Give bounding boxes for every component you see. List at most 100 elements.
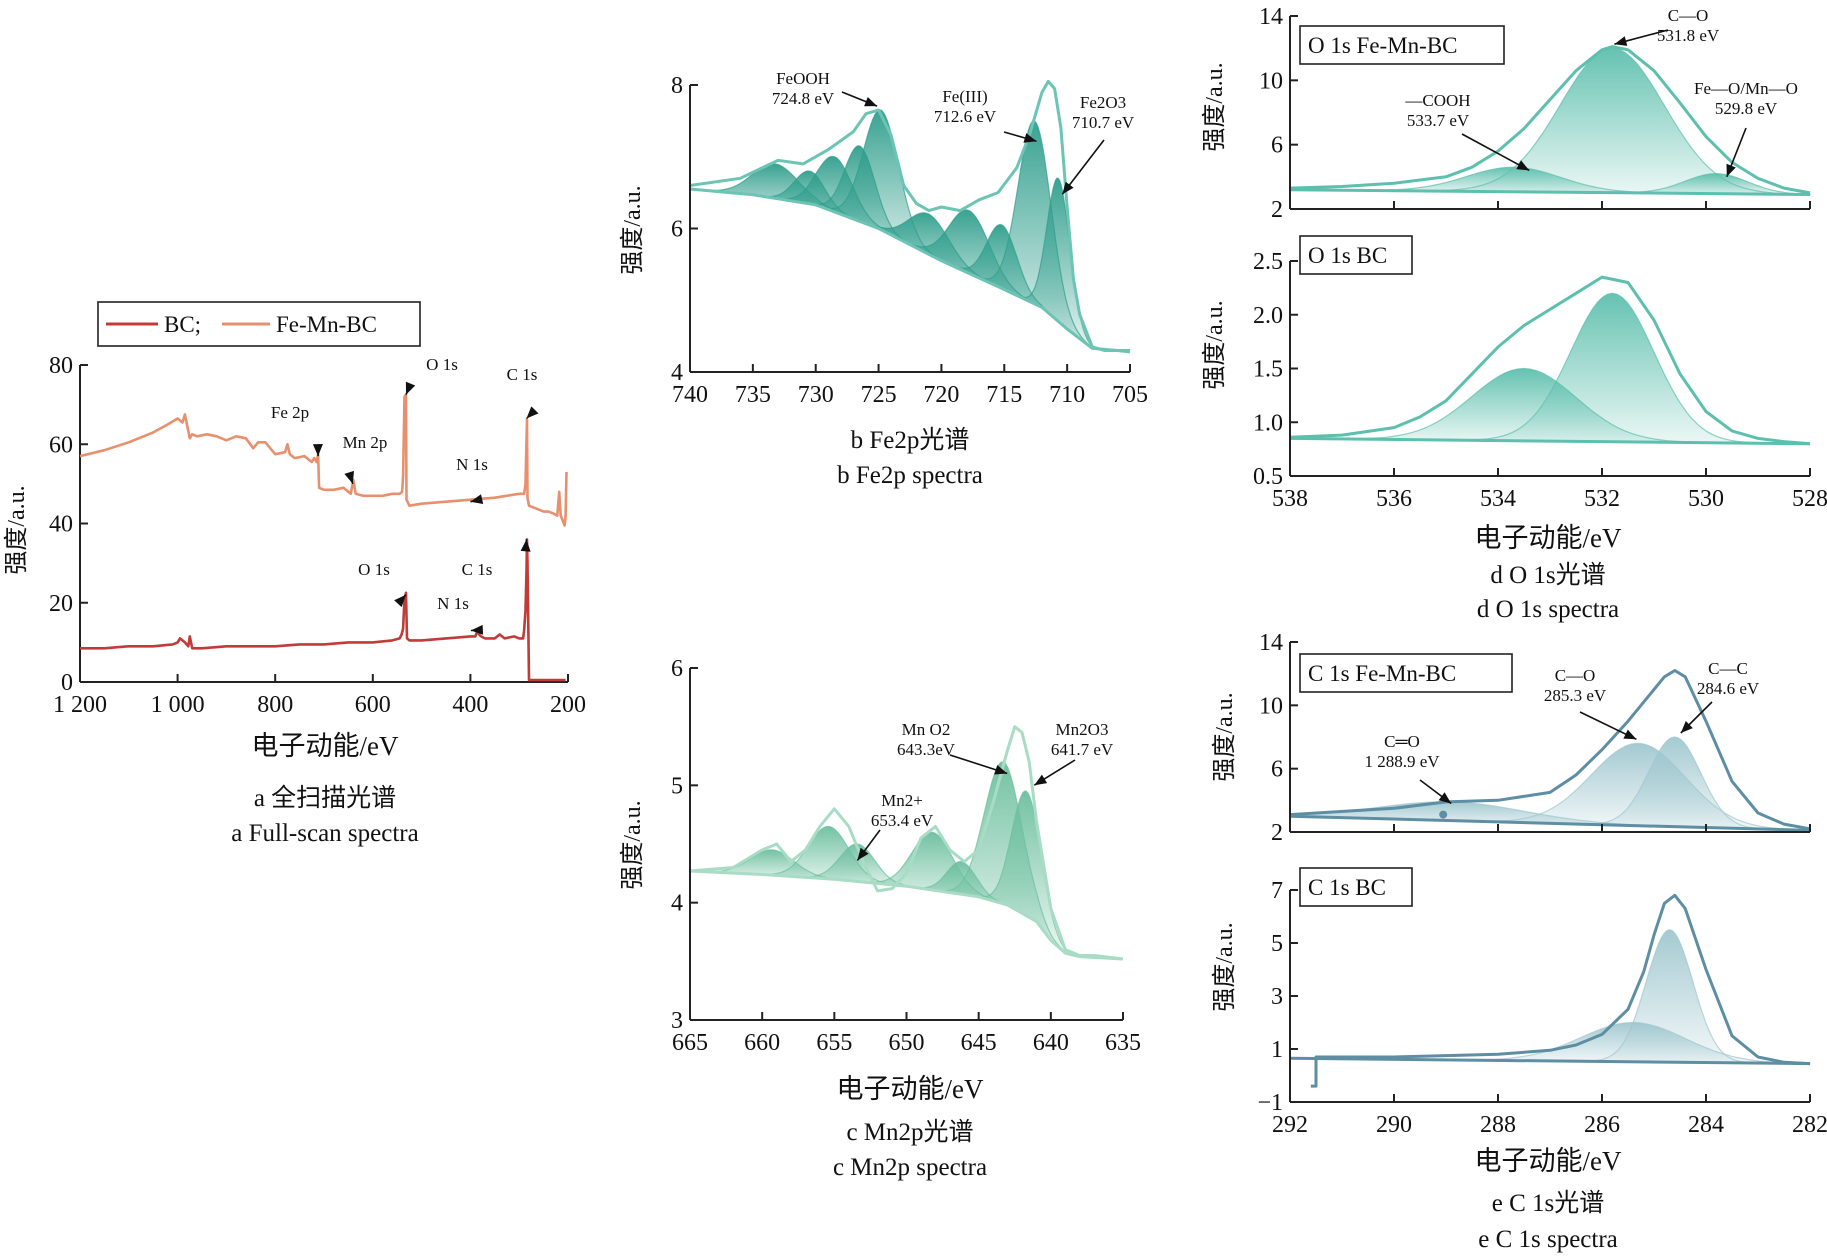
panel-e-top-baseline-line [1289, 814, 1811, 832]
panel-e-bottom-ylabel: 强度/a.u. [1211, 922, 1238, 1011]
panel-c-caption-en: c Mn2p spectra [833, 1154, 987, 1181]
panel-d-top-y-tick-label: 2 [1271, 197, 1283, 223]
panel-e-annotation-cc-arrow-head [1680, 721, 1693, 733]
panel-d-annotation-cooh-name: —COOH [1404, 91, 1470, 110]
panel-d-bottom-x-tick-label: 538 [1272, 486, 1308, 512]
panel-a-annotation-label: N 1s [456, 455, 488, 474]
panel-e-top-y-tick-label: 6 [1271, 757, 1283, 783]
panel-e-annotation-co-name: C—O [1555, 666, 1596, 685]
panel-e-annotation-co-arrow-head [1623, 729, 1637, 740]
panel-a-xlabel: 电子动能/eV [252, 731, 399, 761]
panel-c-annotation-mn2plus-value: 653.4 eV [871, 811, 934, 830]
panel-d-caption-en: d O 1s spectra [1477, 596, 1619, 623]
panel-a-x-tick-label: 1 000 [151, 692, 205, 718]
panel-d-bottom-x-tick-label: 532 [1584, 486, 1620, 512]
panel-e-bottom-x-tick-label: 284 [1688, 1112, 1724, 1138]
panel-b-annotation-fe3-name: Fe(III) [942, 87, 987, 106]
panel-c-y-tick-label: 4 [671, 891, 683, 917]
panel-e-bottom-x-tick-label: 288 [1480, 1112, 1516, 1138]
panel-d-bottom-baseline-line [1289, 436, 1811, 446]
panel-d-bottom-x-tick-label: 530 [1688, 486, 1724, 512]
panel-d-bottom-label: O 1s BC [1308, 243, 1387, 268]
panel-d-annotation-feo-value: 529.8 eV [1715, 99, 1778, 118]
panel-a-annotation-label: Mn 2p [343, 433, 388, 452]
panel-e-bottom-x-tick-label: 290 [1376, 1112, 1412, 1138]
panel-c-annotation-mno2-name: Mn O2 [902, 720, 951, 739]
panel-c-ylabel: 强度/a.u. [619, 800, 646, 889]
panel-c-annotation-mno2-arrow-head [994, 765, 1008, 775]
panel-d-annotation-co-value: 531.8 eV [1657, 26, 1720, 45]
panel-b-annotation-fe2o3-arrow-head [1062, 181, 1074, 195]
panel-d-top-baseline-line [1289, 188, 1811, 196]
panel-d-top-y-tick-label: 14 [1259, 4, 1283, 30]
panel-d-annotation-cooh-arrow-line [1461, 133, 1530, 172]
panel-e-top-label: C 1s Fe-Mn-BC [1308, 661, 1456, 686]
panel-d-bottom-envelope-line [1289, 275, 1811, 446]
panel-d-bottom-y-tick-label: 2.0 [1253, 303, 1283, 329]
panel-b-y-tick-label: 4 [671, 360, 683, 386]
panel-a-x-tick-label: 600 [355, 692, 391, 718]
panel-b-x-tick-label: 720 [923, 382, 959, 408]
panel-a-x-tick-label: 200 [550, 692, 586, 718]
panel-e-bottom-label-box [1299, 867, 1413, 907]
panel-d-bottom-y-tick-label: 1.5 [1253, 357, 1283, 383]
panel-e-annotation-cc-name: C—C [1708, 659, 1748, 678]
panel-b-envelope-line [689, 79, 1131, 354]
panel-a-y-tick-label: 0 [61, 670, 73, 696]
panel-e-bottom-y-tick-label: 3 [1271, 984, 1283, 1010]
panel-d-annotation-feo-arrow-head [1726, 163, 1736, 177]
legend-bc-label: BC; [164, 312, 201, 337]
panel-a-annotation-label: O 1s [426, 355, 458, 374]
panel-d-top-y-tick-label: 10 [1259, 68, 1283, 94]
panel-d-annotation-co-name: C—O [1668, 6, 1709, 25]
panel-e-bottom-baseline-line [1289, 1056, 1811, 1066]
panel-a-annotation-label: C 1s [462, 560, 493, 579]
panel-b-annotation-fe3-value: 712.6 eV [934, 107, 997, 126]
panel-c-annotation-mno2-value: 643.3eV [897, 740, 956, 759]
panel-c-annotation-mn2o3-arrow-head [1034, 774, 1048, 786]
panel-e-annotation-co-value: 285.3 eV [1544, 686, 1607, 705]
panel-b-x-tick-label: 725 [861, 382, 897, 408]
panel-e-bottom-x-tick-label: 286 [1584, 1112, 1620, 1138]
panel-a-ylabel: 强度/a.u. [3, 485, 30, 574]
panel-e-bottom-y-tick-label: −1 [1257, 1090, 1283, 1116]
panel-c-annotation-mn2plus-arrow-head [857, 847, 869, 861]
panel-d-bottom-y-tick-label: 0.5 [1253, 464, 1283, 490]
panel-e-top-envelope-line [1289, 669, 1811, 831]
panel-c-x-tick-label: 640 [1033, 1030, 1069, 1056]
panel-a-annotation-arrow-head [312, 444, 323, 457]
panel-a-annotation-arrow-head [526, 406, 539, 419]
panel-b-peak-9 [965, 120, 1104, 350]
panel-a-caption-en: a Full-scan spectra [231, 820, 418, 847]
panel-c-x-tick-label: 655 [816, 1030, 852, 1056]
panel-d-bottom-ylabel: 强度/a.u. [1201, 300, 1228, 389]
panel-e-top-y-tick-label: 2 [1271, 820, 1283, 846]
panel-a-x-tick-label: 800 [257, 692, 293, 718]
panel-a-annotation-label: N 1s [437, 594, 469, 613]
panel-e-bottom-x-tick-label: 282 [1792, 1112, 1827, 1138]
panel-e-c1s: 2 6 10 14 292 290 288 286 284 282 −1 1 3 5 7 C 1s Fe-Mn… [1257, 630, 1827, 1138]
panel-c-annotation-mn2o3-value: 641.7 eV [1051, 740, 1114, 759]
panel-e-bottom-x-tick-label: 292 [1272, 1112, 1308, 1138]
panel-d-top-label-box [1299, 25, 1505, 65]
panel-d-bottom-label-box [1299, 235, 1413, 275]
panel-e-bottom-y-tick-label: 1 [1271, 1037, 1283, 1063]
panel-b-annotation-fe2o3-name: Fe2O3 [1080, 93, 1126, 112]
panel-c-annotation-mn2o3-name: Mn2O3 [1056, 720, 1109, 739]
panel-d-annotation-cooh-value: 533.7 eV [1407, 111, 1470, 130]
panel-c-xlabel: 电子动能/eV [837, 1074, 984, 1104]
panel-e-bottom-y-tick-label: 7 [1271, 878, 1283, 904]
panel-a-annotation-arrow-head [470, 624, 484, 635]
panel-b-annotation-feooh-value: 724.8 eV [772, 89, 835, 108]
legend-femnbc-label: Fe-Mn-BC [276, 312, 377, 337]
panel-a-y-tick-label: 80 [49, 353, 73, 379]
panel-b-annotation-fe3-arrow-head [1023, 133, 1037, 143]
panel-d-bottom-y-tick-label: 2.5 [1253, 249, 1283, 275]
panel-c-annotation-mn2plus-name: Mn2+ [881, 791, 923, 810]
panel-a-annotation-arrow-head [344, 470, 354, 484]
panel-b-ylabel: 强度/a.u. [619, 185, 646, 274]
panel-c-y-tick-label: 5 [671, 773, 683, 799]
panel-c-x-tick-label: 650 [889, 1030, 925, 1056]
panel-a-full-scan: 1 200 1 000 800 600 400 200 0 20 40 60 80 BC; Fe-Mn-… [49, 301, 586, 718]
